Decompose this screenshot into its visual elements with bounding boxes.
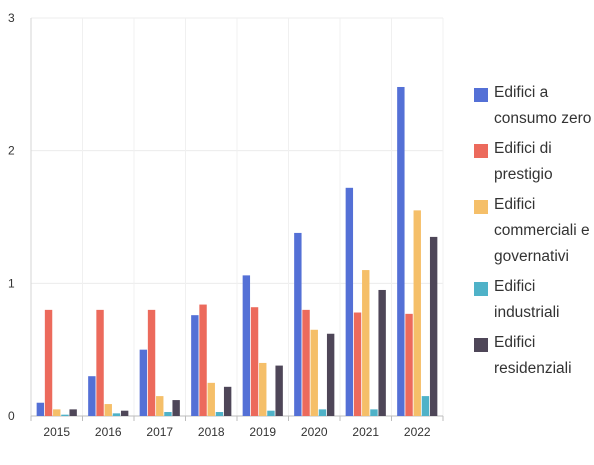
bar	[44, 309, 53, 416]
x-tick-label: 2022	[404, 425, 431, 439]
bar	[397, 86, 405, 416]
x-tick-label: 2021	[352, 425, 379, 439]
grid	[30, 17, 444, 416]
legend-item[interactable]: Edifici di prestigio	[474, 140, 592, 188]
bar	[61, 414, 69, 416]
bar	[378, 289, 386, 416]
bar	[139, 349, 148, 416]
y-tick-label: 2	[8, 144, 15, 158]
bar	[429, 236, 438, 416]
bar	[250, 307, 259, 416]
legend-swatch	[474, 88, 488, 102]
bar	[413, 210, 421, 416]
bar	[267, 410, 275, 416]
y-tick-label: 3	[8, 11, 15, 25]
bar	[147, 309, 156, 416]
legend-label: Edifici industriali	[494, 278, 560, 321]
bar	[88, 376, 96, 416]
bar	[96, 309, 104, 416]
bar	[294, 232, 302, 416]
bar	[353, 312, 362, 416]
bar	[164, 412, 172, 416]
bar	[242, 275, 251, 416]
bar	[318, 409, 327, 416]
bar	[53, 409, 61, 416]
bar	[223, 386, 232, 416]
bar	[326, 333, 335, 416]
bar	[215, 412, 224, 416]
bar	[405, 313, 413, 416]
bar	[104, 404, 112, 416]
bar	[207, 382, 215, 416]
tick-labels: 0 1 2 3 2015 2016 2017 2018 2019 2020 2021 2022	[8, 11, 431, 439]
legend-label: Edifici a consumo zero	[494, 84, 592, 127]
x-tick-label: 2015	[43, 425, 70, 439]
bar	[302, 309, 310, 416]
bar	[370, 409, 378, 416]
bar	[172, 400, 180, 416]
bar	[345, 187, 354, 416]
bar	[199, 304, 207, 416]
bar	[421, 396, 430, 416]
bar	[156, 396, 164, 416]
bar	[120, 410, 129, 416]
y-tick-label: 1	[8, 276, 15, 290]
legend-label: Edifici residenziali	[494, 334, 572, 377]
legend-swatch	[474, 144, 488, 158]
x-tick-label: 2019	[249, 425, 276, 439]
legend-label: Edifici commerciali e governativi	[494, 196, 590, 265]
x-tick-label: 2016	[95, 425, 122, 439]
legend: Edifici a consumo zero Edifici di prestig…	[474, 84, 592, 390]
x-tick-label: 2020	[301, 425, 328, 439]
bar	[191, 315, 199, 416]
legend-item[interactable]: Edifici commerciali e governativi	[474, 196, 592, 270]
legend-swatch	[474, 338, 488, 352]
legend-label: Edifici di prestigio	[494, 140, 553, 183]
bars	[36, 86, 438, 416]
bar	[362, 270, 370, 416]
x-tick-label: 2017	[146, 425, 173, 439]
bar	[112, 413, 121, 416]
bar	[36, 402, 45, 416]
x-tick-label: 2018	[198, 425, 225, 439]
legend-item[interactable]: Edifici industriali	[474, 278, 592, 326]
y-tick-label: 0	[8, 409, 15, 423]
legend-item[interactable]: Edifici residenziali	[474, 334, 592, 382]
legend-swatch	[474, 282, 488, 296]
legend-swatch	[474, 200, 488, 214]
bar	[275, 365, 283, 416]
bar	[69, 409, 77, 416]
bar	[259, 362, 267, 416]
legend-item[interactable]: Edifici a consumo zero	[474, 84, 592, 132]
bar	[310, 329, 318, 416]
